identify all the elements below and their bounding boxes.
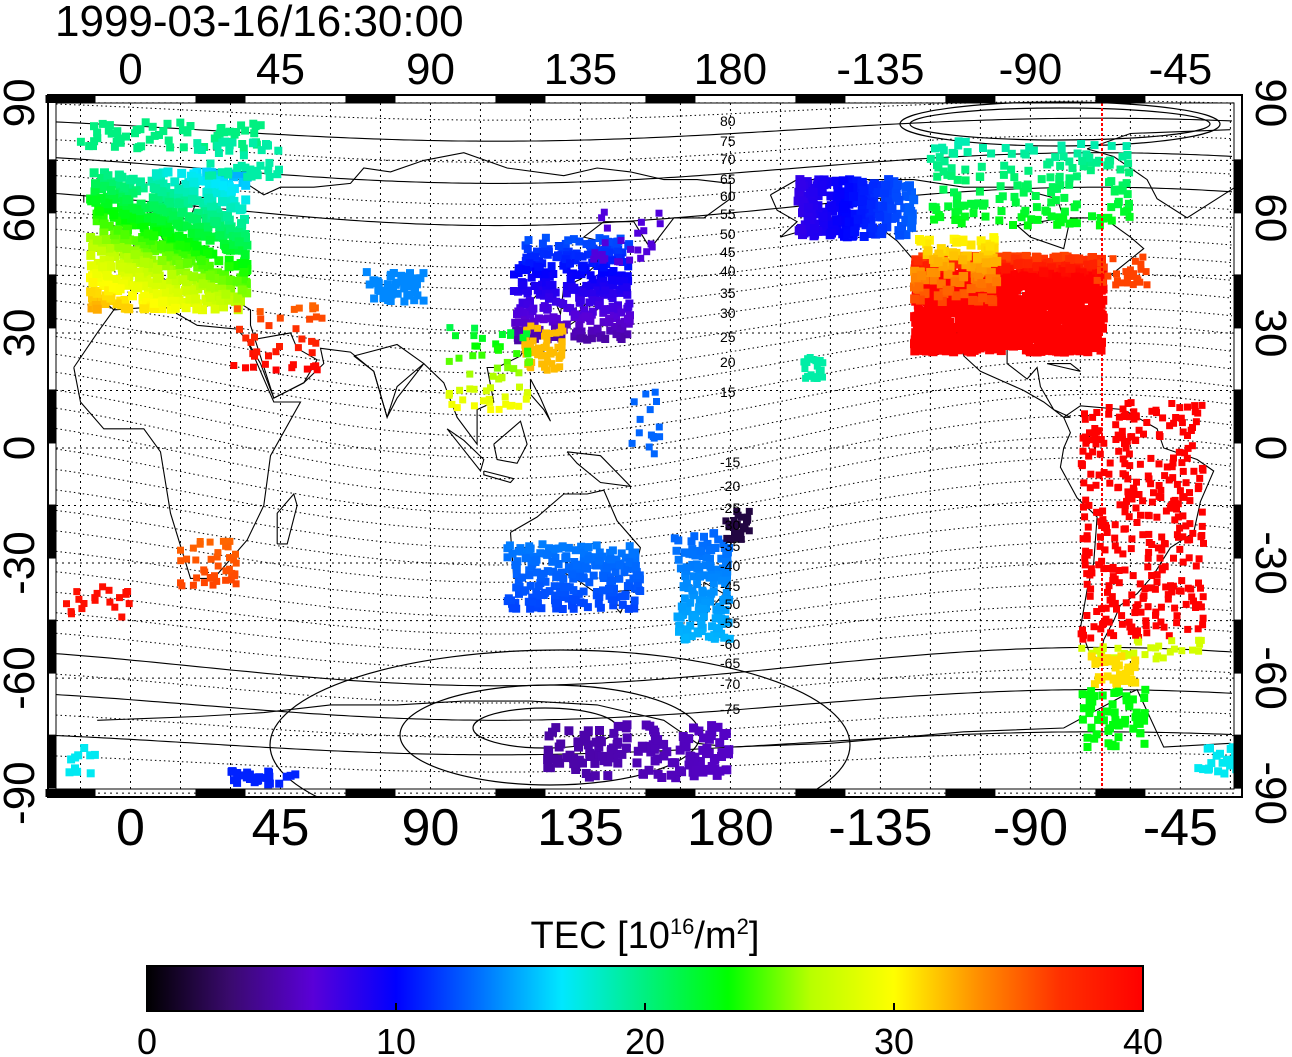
colorbar-tick-label: 30 (874, 1021, 914, 1057)
contour-label: -20 (720, 478, 740, 494)
coastline-path (769, 179, 1145, 418)
left-lat-label: -30 (0, 531, 44, 595)
contour-label: -35 (720, 538, 740, 554)
colorbar-tick-label: 40 (1123, 1021, 1163, 1057)
top-lon-label: -90 (999, 45, 1063, 94)
tec-data-points (63, 118, 1242, 789)
contour-label: 15 (720, 384, 736, 400)
top-lon-label: -135 (836, 45, 924, 94)
right-lat-label: 30 (1246, 308, 1292, 357)
contour-label: 75 (720, 133, 736, 149)
contour-label: -15 (720, 454, 740, 470)
contour-label: 60 (720, 188, 736, 204)
coastline-path (566, 451, 633, 488)
bottom-lon-label: -90 (993, 799, 1068, 857)
contour-label: -30 (720, 517, 740, 533)
contour-label: -70 (720, 676, 740, 692)
contour-label: 20 (720, 354, 736, 370)
coastline-path (97, 688, 1231, 748)
timestamp-label: 1999-03-16/16:30:00 (55, 0, 464, 46)
bottom-lon-label: 90 (402, 799, 460, 857)
top-longitude-axis: 0 45 90 135 180 -135 -90 -45 (118, 45, 1212, 94)
top-lon-label: 90 (406, 45, 455, 94)
contour-label: 55 (720, 206, 736, 222)
contour-label: -50 (720, 596, 740, 612)
right-lat-label: 90 (1246, 78, 1292, 127)
bottom-lon-label: 180 (687, 799, 774, 857)
map-inner-frame (55, 102, 1235, 790)
contour-label: 65 (720, 171, 736, 187)
contour-label: 50 (720, 226, 736, 242)
contour-label: -25 (720, 500, 740, 516)
coastline-path (353, 343, 425, 419)
contour-label: -75 (720, 701, 740, 717)
contour-label: 45 (720, 244, 736, 260)
colorbar-title: TEC [1016/m2] (531, 914, 760, 957)
left-lat-label: 30 (0, 308, 44, 357)
contour-label: -55 (720, 615, 740, 631)
bottom-lon-label: 45 (252, 799, 310, 857)
left-lat-label: -60 (0, 646, 44, 710)
colorbar-tick-label: 0 (137, 1021, 157, 1057)
top-lon-label: -45 (1149, 45, 1213, 94)
contour-label: -45 (720, 578, 740, 594)
coastline-path (1046, 363, 1081, 372)
coastline-path (446, 428, 485, 473)
contour-label: -40 (720, 558, 740, 574)
right-latitude-axis: 90 60 30 0 -30 -60 -90 (1246, 78, 1292, 825)
plot-frame (47, 94, 1243, 798)
left-lat-label: 60 (0, 193, 44, 242)
top-lon-label: 0 (118, 45, 142, 94)
right-lat-label: 0 (1246, 436, 1292, 460)
coastline-path (276, 492, 298, 545)
contour-label: 35 (720, 285, 736, 301)
bottom-lon-label: -45 (1143, 799, 1218, 857)
right-lat-label: -90 (1246, 761, 1292, 825)
contour-label: 40 (720, 263, 736, 279)
right-lat-label: -30 (1246, 531, 1292, 595)
coastline-path (493, 420, 528, 464)
colorbar-tick-label: 20 (625, 1021, 665, 1057)
bottom-lon-label: -135 (828, 799, 932, 857)
bottom-lon-label: 0 (116, 799, 145, 857)
top-lon-label: 135 (544, 45, 617, 94)
contour-label: 30 (720, 305, 736, 321)
right-lat-label: 60 (1246, 193, 1292, 242)
contour-label: -60 (720, 636, 740, 652)
colorbar-tick-label: 10 (376, 1021, 416, 1057)
top-lon-label: 45 (256, 45, 305, 94)
top-lon-label: 180 (694, 45, 767, 94)
bottom-lon-label: 135 (537, 799, 624, 857)
contour-label: -65 (720, 655, 740, 671)
coastline-path (1059, 405, 1215, 660)
frame-tick-bars (45, 95, 1242, 797)
left-lat-label: 90 (0, 78, 44, 127)
coastline-path (483, 470, 515, 484)
right-lat-label: -60 (1246, 646, 1292, 710)
contour-label: 80 (720, 113, 736, 129)
left-latitude-axis: 90 60 30 0 -30 -60 -90 (0, 78, 44, 825)
bottom-longitude-axis: 0 45 90 135 180 -135 -90 -45 (116, 799, 1218, 857)
left-lat-label: 0 (0, 436, 44, 460)
left-lat-label: -90 (0, 761, 44, 825)
coastline-path (83, 194, 85, 203)
contour-label: 70 (720, 151, 736, 167)
coastline-path (73, 305, 302, 579)
contour-label: 25 (720, 329, 736, 345)
colorbar-ticks: 0 10 20 30 40 (137, 1003, 1163, 1057)
